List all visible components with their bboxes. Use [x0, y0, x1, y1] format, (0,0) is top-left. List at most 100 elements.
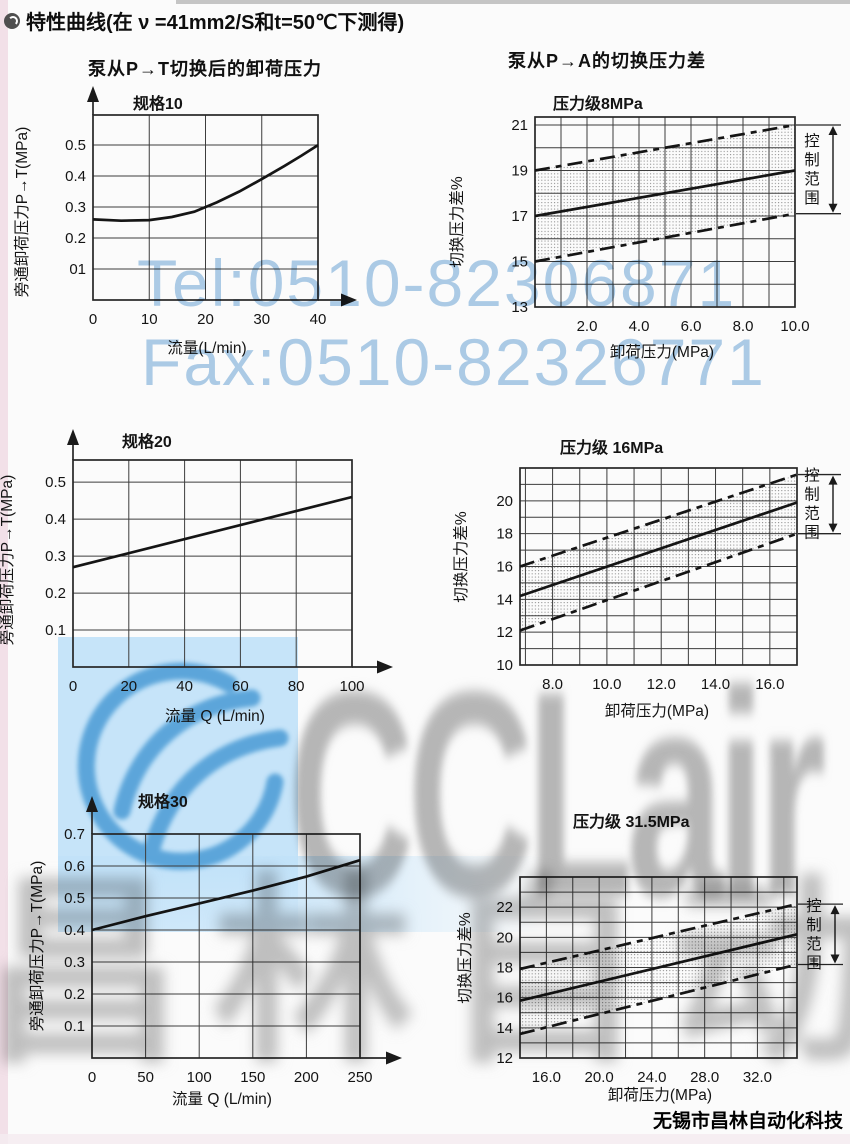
- xtick-label: 14.0: [701, 676, 730, 693]
- grade8-nominal: [534, 169, 796, 218]
- grade31-nominal: [519, 932, 798, 1003]
- ytick-label: 12: [496, 1050, 513, 1067]
- section-bullet-icon: [4, 12, 20, 29]
- ytick-label: 12: [496, 624, 513, 641]
- control-range-label: 围: [804, 524, 820, 542]
- ytick-label: 0.5: [65, 137, 86, 154]
- grade16-nominal: [519, 501, 798, 598]
- company-footer: 无锡市昌林自动化科技: [652, 1111, 843, 1132]
- xtick-label: 0: [89, 311, 97, 328]
- xtick-label: 8.0: [733, 318, 754, 335]
- ytick-label: 0.5: [64, 890, 85, 907]
- ytick-label: 14: [496, 591, 513, 608]
- xtick-label: 0: [69, 678, 77, 695]
- ytick-label: 0.1: [64, 1018, 85, 1035]
- plot-box: [92, 114, 319, 301]
- ytick-label: 0.3: [64, 954, 85, 971]
- xtick-label: 200: [294, 1069, 319, 1086]
- xtick-label: 28.0: [690, 1069, 719, 1086]
- y-axis-arrow-icon: [86, 796, 98, 812]
- y-axis-arrow-icon: [87, 86, 99, 102]
- xtick-label: 24.0: [637, 1069, 666, 1086]
- x-axis-label: 流量(L/min): [167, 339, 246, 357]
- ytick-label: 01: [69, 261, 86, 278]
- ytick-label: 15: [511, 253, 528, 270]
- chart-title: 压力级 16MPa: [560, 438, 663, 457]
- ytick-label: 0.6: [64, 858, 85, 875]
- range-arrow-up-icon: [830, 905, 840, 915]
- range-arrow-up-icon: [828, 475, 838, 485]
- grade16-upper-limit: [519, 473, 798, 568]
- ytick-label: 0.3: [65, 199, 86, 216]
- xtick-label: 250: [347, 1069, 372, 1086]
- xtick-label: 10.0: [780, 318, 809, 335]
- xtick-label: 60: [232, 678, 249, 695]
- chart-title: 规格20: [122, 432, 172, 451]
- ytick-label: 19: [511, 162, 528, 179]
- chart-title: 规格10: [133, 94, 183, 113]
- y-axis-label: 切换压力差%: [452, 511, 470, 603]
- ytick-label: 18: [496, 526, 513, 543]
- control-range-label: 围: [806, 954, 822, 972]
- y-axis-arrow-icon: [67, 429, 79, 445]
- spec10-unloading-pressure-curve: [92, 143, 319, 223]
- ytick-label: 13: [511, 299, 528, 316]
- right-column-title: 泵从P→A的切换压力差: [508, 51, 707, 71]
- xtick-label: 150: [240, 1069, 265, 1086]
- control-range-label: 控: [804, 467, 820, 485]
- x-axis-label: 流量 Q (L/min): [172, 1090, 272, 1108]
- watermark-brand-text: CCLair: [288, 631, 826, 957]
- ytick-label: 0.2: [64, 986, 85, 1003]
- ytick-label: 22: [496, 899, 513, 916]
- grade8-upper-limit: [534, 123, 796, 172]
- xtick-label: 0: [88, 1069, 96, 1086]
- plot-box: [91, 833, 361, 1059]
- x-axis-arrow-icon: [377, 660, 393, 674]
- range-arrow-up-icon: [828, 125, 838, 135]
- chart-title: 压力级8MPa: [553, 94, 643, 113]
- ytick-label: 0.4: [65, 168, 86, 185]
- ytick-label: 0.3: [45, 548, 66, 565]
- page-title-text: 特性曲线(在 ν =41mm2/S和t=50℃下测得): [26, 12, 405, 34]
- range-arrow-down-icon: [828, 523, 838, 533]
- ytick-label: 16: [496, 990, 513, 1007]
- control-range-label: 控: [804, 132, 820, 150]
- ytick-label: 0.7: [64, 826, 85, 843]
- bottom-margin-strip: [0, 1134, 850, 1144]
- chart-spec10: 0.5 0.4 0.3 0.2 01 0 10 20 30 40 规格10 流量(L/min) 旁通卸荷…: [13, 86, 357, 357]
- grade31-upper-limit: [519, 902, 798, 971]
- control-range-label: 围: [804, 189, 820, 207]
- xtick-label: 20: [120, 678, 137, 695]
- ytick-label: 20: [496, 493, 513, 510]
- ytick-label: 21: [511, 117, 528, 134]
- watermark-fax-text: Fax:0510-82326771: [141, 325, 766, 399]
- grade16-lower-limit: [519, 532, 798, 632]
- x-axis-arrow-icon: [341, 293, 357, 307]
- page-title: 特性曲线(在 ν =41mm2/S和t=50℃下测得): [4, 6, 404, 35]
- control-range-label: 范: [804, 505, 820, 523]
- xtick-label: 10.0: [592, 676, 621, 693]
- x-axis-label: 卸荷压力(MPa): [608, 1086, 712, 1104]
- ytick-label: 0.2: [65, 230, 86, 247]
- plot-box: [519, 876, 798, 1059]
- x-axis-arrow-icon: [386, 1051, 402, 1065]
- spec20-unloading-pressure-curve: [72, 495, 353, 569]
- control-range-label: 范: [804, 170, 820, 188]
- control-range-label: 制: [806, 916, 822, 934]
- ytick-label: 10: [496, 657, 513, 674]
- control-range-label: 控: [806, 897, 822, 915]
- left-margin-strip: [0, 0, 8, 1144]
- chart-spec30: 0.7 0.6 0.5 0.4 0.3 0.2 0.1 0 50 100 150 200 250 规格30…: [28, 792, 402, 1108]
- plot-box: [72, 459, 353, 668]
- control-range-band: [520, 904, 797, 1034]
- xtick-label: 4.0: [629, 318, 650, 335]
- control-range-band: [520, 474, 797, 631]
- chart-grade16: 20 18 16 14 12 10 8.0 10.0 12.0 14.0 16.0 压力级 16MPa…: [452, 438, 841, 720]
- range-arrow-down-icon: [830, 954, 840, 964]
- y-axis-label: 切换压力差%: [456, 912, 474, 1004]
- xtick-label: 20: [197, 311, 214, 328]
- y-axis-label: 旁通卸荷压力P→T(MPa): [13, 127, 31, 298]
- xtick-label: 80: [288, 678, 305, 695]
- xtick-label: 16.0: [532, 1069, 561, 1086]
